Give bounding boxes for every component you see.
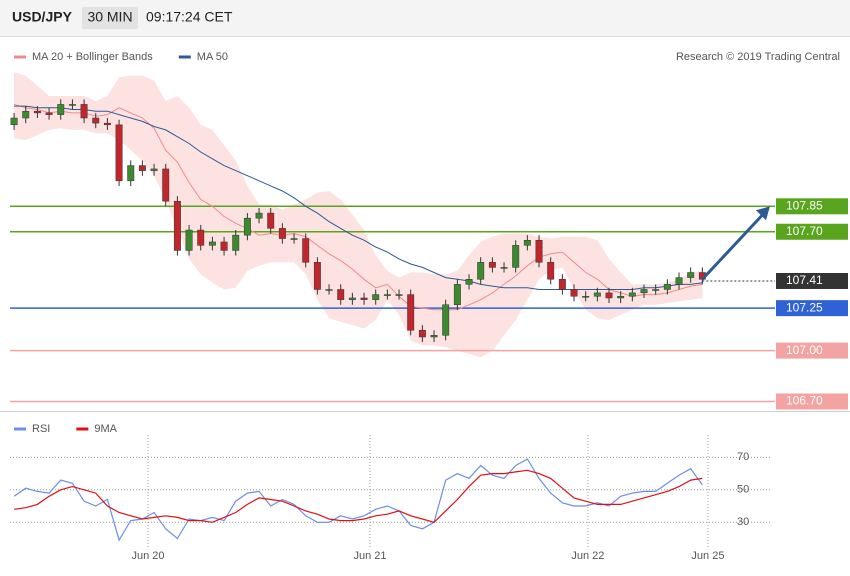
- level-label: 106.70: [786, 394, 823, 408]
- candle-body: [500, 267, 508, 269]
- candle-body: [208, 241, 216, 246]
- legend-label: MA 50: [197, 51, 228, 63]
- candle-body: [418, 329, 426, 338]
- candle-body: [22, 110, 30, 119]
- candle-body: [185, 229, 193, 251]
- interval-box: [82, 7, 138, 29]
- candle-body: [453, 284, 461, 306]
- candle-body: [395, 294, 403, 296]
- candle-body: [313, 262, 321, 290]
- candle-body: [232, 234, 240, 251]
- x-tick-label: Jun 21: [353, 550, 386, 562]
- candle-body: [570, 289, 578, 297]
- candle-body: [407, 294, 415, 331]
- candle-body: [605, 292, 613, 299]
- x-tick-label: Jun 20: [131, 550, 164, 562]
- interval: 30 MIN: [87, 9, 132, 25]
- candle-body: [197, 229, 205, 246]
- credit: Research © 2019 Trading Central: [676, 51, 840, 63]
- candle-body: [535, 239, 543, 263]
- candle-body: [337, 289, 345, 300]
- indicator-line: [14, 469, 703, 523]
- candle-body: [138, 165, 146, 171]
- header-bar: [0, 0, 850, 36]
- candle-body: [92, 117, 100, 124]
- candle-body: [465, 279, 473, 285]
- last-price-label: 107.41: [786, 273, 823, 287]
- legend-label: RSI: [32, 423, 50, 435]
- candle-body: [278, 228, 286, 239]
- level-tag: [776, 393, 848, 410]
- candle-body: [57, 104, 65, 115]
- candle-body: [162, 168, 170, 202]
- candle-body: [628, 292, 636, 297]
- candle-body: [10, 117, 18, 126]
- level-tag: [776, 342, 848, 359]
- level-label: 107.70: [786, 224, 823, 238]
- candle-body: [302, 238, 310, 263]
- level-label: 107.85: [786, 198, 823, 212]
- candle-body: [663, 284, 671, 290]
- legend-label: 9MA: [94, 423, 117, 435]
- indicator-line: [13, 458, 703, 542]
- legend-label: MA 20 + Bollinger Bands: [32, 51, 153, 63]
- candle-body: [267, 212, 275, 229]
- level-tag: [776, 198, 848, 215]
- level-label: 107.00: [786, 343, 823, 357]
- candle-body: [360, 297, 368, 300]
- symbol: USD/JPY: [12, 9, 73, 25]
- candle-body: [33, 110, 41, 114]
- candle-body: [687, 272, 695, 278]
- arrow-head: [756, 206, 770, 221]
- candle-body: [547, 262, 555, 280]
- candle-body: [593, 292, 601, 297]
- ma-line: [14, 105, 703, 290]
- candle-body: [675, 277, 683, 285]
- candle-body: [477, 262, 485, 280]
- candle-body: [220, 241, 228, 251]
- candle-body: [80, 104, 88, 119]
- candle-body: [488, 262, 496, 268]
- clock: 09:17:24 CET: [146, 9, 233, 25]
- candle-body: [325, 289, 333, 291]
- bollinger-band: [14, 72, 703, 358]
- candle-body: [582, 296, 590, 298]
- x-tick-label: Jun 22: [571, 550, 604, 562]
- candle-body: [115, 124, 123, 182]
- candle-body: [383, 294, 391, 296]
- level-label: 107.25: [786, 300, 823, 314]
- candle-body: [640, 289, 648, 294]
- candle-body: [348, 297, 356, 300]
- candle-body: [173, 200, 181, 251]
- candle-body: [512, 245, 520, 268]
- candle-body: [372, 294, 380, 300]
- level-tag: [776, 300, 848, 317]
- candle-body: [150, 168, 158, 171]
- candle-body: [558, 279, 566, 290]
- candle-body: [442, 304, 450, 336]
- y-tick-label: 30: [737, 516, 749, 528]
- candle-body: [430, 335, 438, 338]
- candle-body: [127, 165, 135, 182]
- candle-body: [103, 122, 111, 126]
- candle-body: [290, 238, 298, 240]
- candle-body: [68, 104, 76, 106]
- candle-body: [243, 217, 251, 236]
- projection-arrow: [701, 212, 766, 281]
- ma-line: [13, 103, 703, 311]
- x-tick-label: Jun 25: [691, 550, 724, 562]
- candle-body: [523, 239, 531, 246]
- y-tick-label: 70: [737, 451, 749, 463]
- candle-body: [652, 289, 660, 291]
- candle-body: [255, 212, 263, 219]
- candle-body: [45, 112, 53, 115]
- candle-body: [617, 296, 625, 299]
- y-tick-label: 50: [737, 484, 749, 496]
- level-tag: [776, 223, 848, 240]
- last-price-tag: [776, 272, 848, 289]
